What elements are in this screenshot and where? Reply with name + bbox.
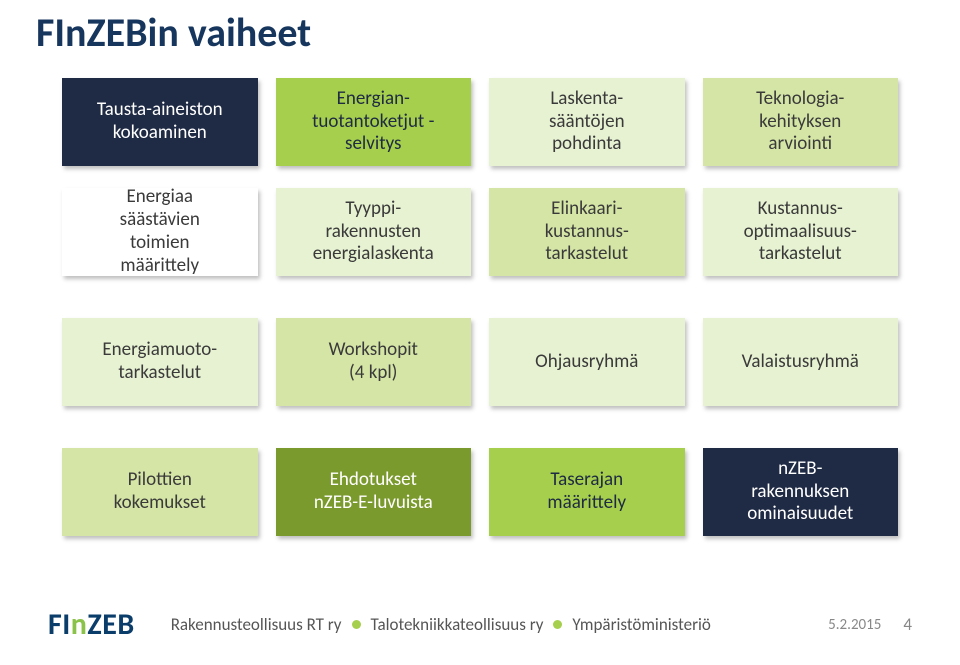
phase-row: Tausta-aineiston kokoaminenEnergian- tuo… — [62, 78, 898, 166]
phase-row: Pilottien kokemuksetEhdotukset nZEB-E-lu… — [62, 448, 898, 536]
footer-org: Talotekniikkateollisuus ry — [371, 614, 544, 635]
logo-zeb: ZEB — [87, 606, 134, 643]
footer-page-number: 4 — [903, 614, 912, 635]
phase-cell: nZEB- rakennuksen ominaisuudet — [703, 448, 899, 536]
phase-cell: Tausta-aineiston kokoaminen — [62, 78, 258, 166]
footer-org: Rakennusteollisuus RT ry — [171, 614, 342, 635]
phase-grid: Tausta-aineiston kokoaminenEnergian- tuo… — [62, 78, 898, 558]
logo-n: n — [71, 606, 88, 643]
footer: FI n ZEB Rakennusteollisuus RT ry Talotek… — [48, 606, 912, 643]
footer-org: Ympäristöministeriö — [572, 614, 710, 635]
separator-dot-icon — [352, 620, 361, 629]
phase-cell: Tyyppi- rakennusten energialaskenta — [276, 188, 472, 276]
phase-cell: Ohjausryhmä — [489, 318, 685, 406]
phase-cell: Teknologia- kehityksen arviointi — [703, 78, 899, 166]
phase-row: Energiaa säästävien toimien määrittelyTy… — [62, 188, 898, 276]
footer-date: 5.2.2015 — [828, 616, 881, 634]
phase-cell: Energiamuoto- tarkastelut — [62, 318, 258, 406]
footer-orgs: Rakennusteollisuus RT ry Talotekniikkateo… — [171, 614, 711, 635]
phase-cell: Valaistusryhmä — [703, 318, 899, 406]
phase-cell: Energiaa säästävien toimien määrittely — [62, 188, 258, 276]
phase-cell: Laskenta- sääntöjen pohdinta — [489, 78, 685, 166]
phase-row: Energiamuoto- tarkastelutWorkshopit (4 k… — [62, 318, 898, 406]
phase-cell: Energian- tuotantoketjut - selvitys — [276, 78, 472, 166]
phase-cell: Pilottien kokemukset — [62, 448, 258, 536]
logo-fi: FI — [48, 606, 71, 643]
logo: FI n ZEB — [48, 606, 135, 643]
phase-cell: Kustannus- optimaalisuus- tarkastelut — [703, 188, 899, 276]
phase-cell: Elinkaari- kustannus- tarkastelut — [489, 188, 685, 276]
phase-cell: Workshopit (4 kpl) — [276, 318, 472, 406]
phase-cell: Taserajan määrittely — [489, 448, 685, 536]
page-title: FInZEBin vaiheet — [36, 8, 311, 57]
phase-cell: Ehdotukset nZEB-E-luvuista — [276, 448, 472, 536]
separator-dot-icon — [553, 620, 562, 629]
